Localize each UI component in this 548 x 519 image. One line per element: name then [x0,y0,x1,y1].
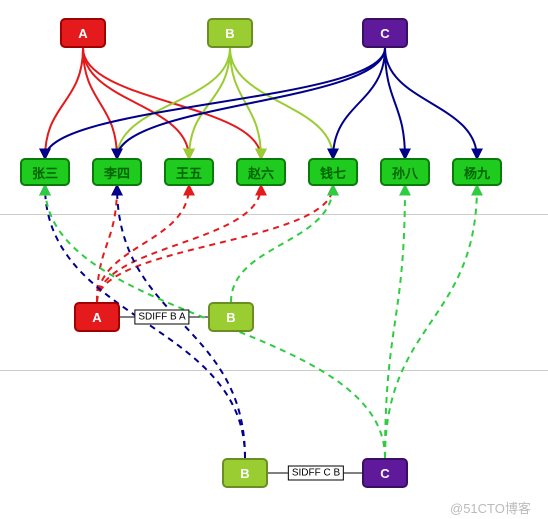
node-label: 孙八 [392,163,418,182]
node-A2: A [74,302,120,332]
solid-edge [385,48,477,158]
node-C2: C [362,458,408,488]
node-label: 李四 [104,163,130,182]
dashed-edge [385,186,405,458]
dashed-edge [97,186,261,302]
edge-label: SDIFF B A [134,310,189,325]
node-label: C [380,26,389,41]
node-label: 王五 [176,163,202,182]
node-B2: B [208,302,254,332]
node-p6: 孙八 [380,158,430,186]
edges-layer [0,0,548,519]
node-label: B [226,310,235,325]
node-C1: C [362,18,408,48]
node-A1: A [60,18,106,48]
node-p2: 李四 [92,158,142,186]
node-p3: 王五 [164,158,214,186]
node-label: 钱七 [320,163,346,182]
watermark: @51CTO博客 [450,498,531,517]
dashed-edge [97,186,333,302]
edge-label: SIDFF C B [288,466,344,481]
node-label: A [78,26,87,41]
solid-edge [45,48,83,158]
dashed-edge [97,186,189,302]
node-p7: 杨九 [452,158,502,186]
node-label: B [225,26,234,41]
node-B3: B [222,458,268,488]
node-label: B [240,466,249,481]
dashed-edge [385,186,477,458]
node-label: 张三 [32,163,58,182]
solid-edge [117,48,385,158]
dashed-edge [97,186,117,302]
node-label: C [380,466,389,481]
node-p4: 赵六 [236,158,286,186]
solid-edge [333,48,385,158]
diagram-canvas: A B C 张三 李四 王五 赵六 钱七 孙八 杨九 A B B C SDIFF B A SIDFF C B @… [0,0,548,519]
node-B1: B [207,18,253,48]
dashed-edge [231,186,333,302]
node-label: 杨九 [464,163,490,182]
node-label: A [92,310,101,325]
node-p5: 钱七 [308,158,358,186]
node-p1: 张三 [20,158,70,186]
node-label: 赵六 [248,163,274,182]
